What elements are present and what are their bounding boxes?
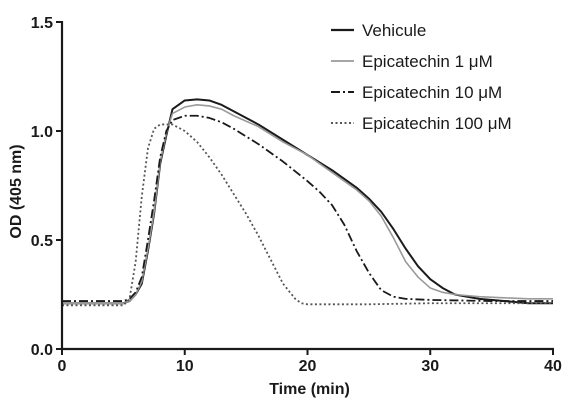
legend-label-3: Epicatechin 10 μM — [362, 83, 502, 102]
y-tick-label: 0.5 — [31, 233, 53, 250]
x-tick-label: 0 — [58, 358, 67, 375]
x-axis-title: Time (min) — [269, 381, 350, 398]
x-tick-label: 10 — [176, 358, 194, 375]
series-line-2 — [62, 104, 553, 305]
legend-label-4: Epicatechin 100 μM — [362, 114, 512, 133]
y-tick-label: 0.0 — [31, 342, 53, 359]
series-line-3 — [62, 114, 553, 302]
legend-label-2: Epicatechin 1 μM — [362, 52, 493, 71]
y-tick-label: 1.0 — [31, 124, 53, 141]
y-axis-title: OD (405 nm) — [8, 144, 25, 238]
y-tick-label: 1.5 — [31, 15, 53, 32]
plot-area — [62, 98, 553, 307]
legend-label-1: Vehicule — [362, 21, 426, 40]
x-tick-label: 20 — [299, 358, 317, 375]
x-tick-label: 40 — [544, 358, 562, 375]
x-tick-label: 30 — [421, 358, 439, 375]
series-line-4 — [62, 123, 553, 307]
ticks: 0.0 0.5 1.0 1.5 0 10 20 30 40 — [31, 15, 562, 375]
legend: Vehicule Epicatechin 1 μM Epicatechin 10 μ… — [331, 21, 512, 133]
